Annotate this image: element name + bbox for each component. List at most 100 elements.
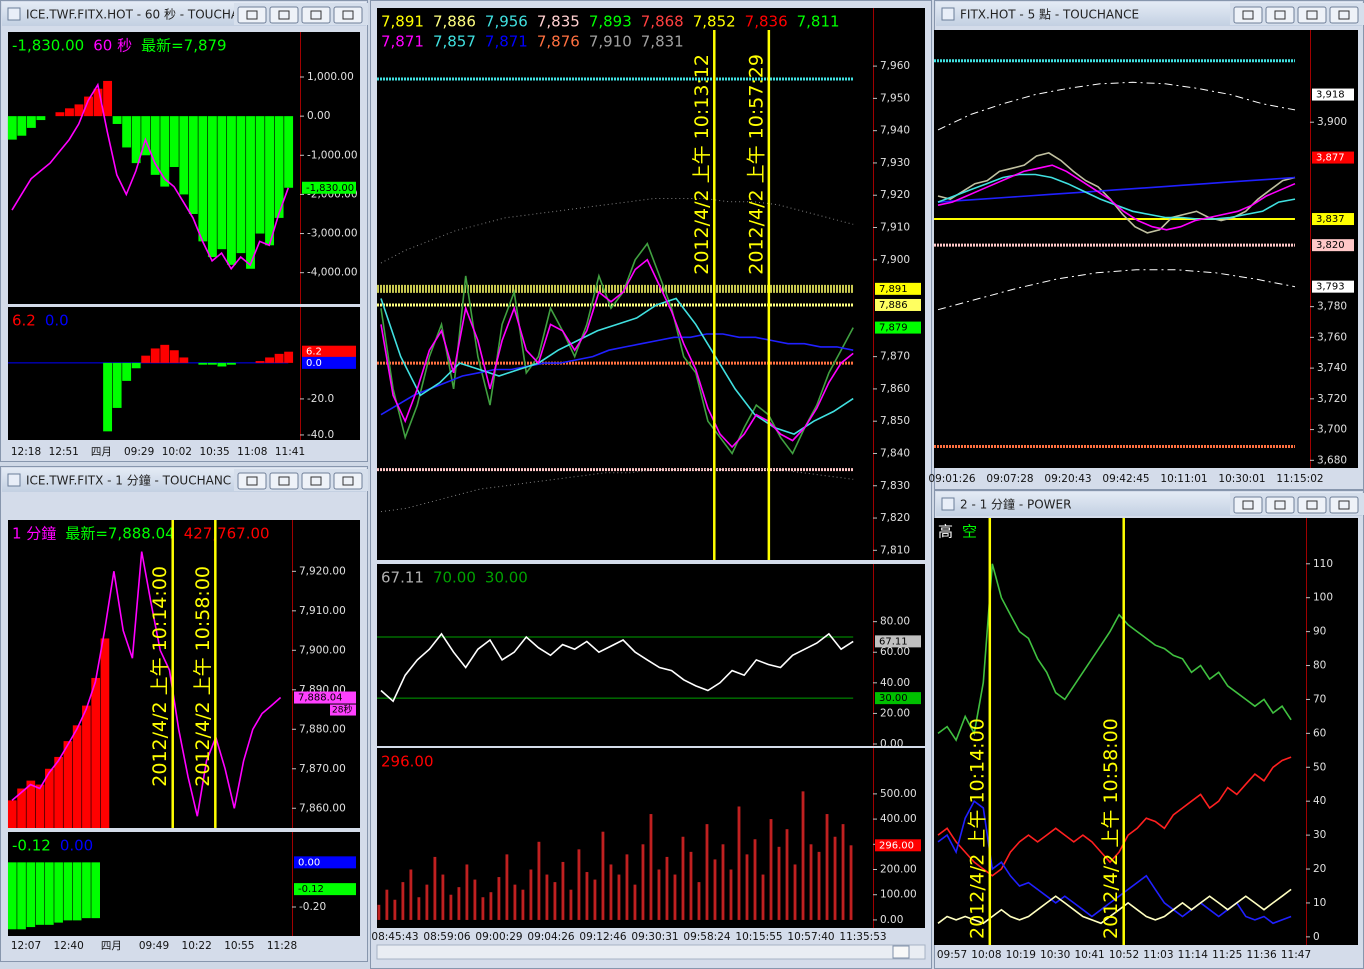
series-line: [937, 563, 1292, 742]
bar: [385, 889, 389, 920]
close-glyph: [342, 476, 354, 486]
series-line: [937, 164, 1296, 231]
maximize-button[interactable]: [301, 6, 331, 24]
price-tag: [1312, 88, 1354, 101]
bar: [641, 844, 645, 920]
legend-value: 6.2: [12, 312, 36, 330]
close-button[interactable]: [1329, 496, 1359, 514]
legend-value: 30.00: [485, 569, 528, 587]
series-line: [380, 333, 854, 416]
x-tick-label: 09:12:46: [579, 931, 626, 943]
x-tick-label: 11:14: [1178, 949, 1209, 961]
bar: [433, 856, 437, 920]
legend-value: 最新=7,888.04: [65, 525, 174, 543]
restore-button[interactable]: [237, 472, 267, 490]
series-line: [937, 81, 1296, 131]
price-tag: [294, 883, 356, 896]
price-tag-label: 3,793: [1316, 282, 1345, 293]
bar: [227, 362, 236, 365]
y-tick-label: 7,820: [880, 512, 910, 524]
bar: [729, 869, 733, 920]
x-tick-label: 09:42:45: [1102, 473, 1149, 485]
y-tick-label: -0.20: [299, 901, 326, 913]
x-tick-label: 09:00:29: [475, 931, 522, 943]
minimize-button[interactable]: [1265, 6, 1295, 24]
price-tag: [302, 345, 356, 358]
bar: [141, 355, 151, 363]
price-tag: [1312, 280, 1354, 293]
maximize-button[interactable]: [301, 472, 331, 490]
close-button[interactable]: [333, 472, 363, 490]
y-tick-label: 7,910: [880, 222, 910, 234]
price-tag-label: 7,891: [879, 284, 908, 295]
bar: [769, 819, 773, 920]
bar: [649, 814, 653, 920]
chart-panel: -20.0-40.06.20.06.2 0.0: [8, 307, 360, 441]
bar: [793, 864, 797, 920]
area-bar: [63, 741, 73, 828]
window-icon: [7, 7, 21, 21]
maximize-button[interactable]: [1297, 496, 1327, 514]
y-tick-label: 20: [1313, 863, 1326, 875]
price-tag-label: 7,879: [879, 323, 908, 334]
close-button[interactable]: [333, 6, 363, 24]
y-tick-label: 3,700: [1317, 424, 1347, 436]
area-bar: [100, 638, 110, 828]
close-button[interactable]: [1329, 6, 1359, 24]
bar: [122, 116, 132, 148]
x-tick-label: 09:01:26: [928, 473, 975, 485]
bar: [545, 874, 549, 920]
y-tick-label: 7,860.00: [299, 802, 346, 814]
x-tick-label: 10:52: [1109, 949, 1139, 961]
bar: [513, 884, 517, 920]
price-tag: [294, 691, 356, 704]
badge: [330, 704, 356, 716]
bar: [141, 116, 151, 156]
legend-value: 427,767.00: [184, 525, 270, 543]
legend-value: 空: [962, 523, 977, 541]
bar: [198, 362, 208, 365]
y-tick-label: 50: [1313, 761, 1326, 773]
x-tick-label: 09:49: [139, 940, 169, 952]
bar: [609, 864, 613, 920]
x-tick-label: 12:07: [11, 940, 41, 952]
bar: [72, 862, 82, 921]
bar: [26, 116, 36, 128]
annotation-text: 2012/4/2 上午 10:14:00: [966, 718, 988, 939]
x-tick-label: 10:15:55: [735, 931, 782, 943]
bar: [198, 116, 208, 242]
scrollbar-thumb[interactable]: [892, 945, 910, 959]
annotation-text: 2012/4/2 上午 10:13:12: [691, 54, 713, 275]
window: 2 - 1 分鐘 - POWER110100908070605040302010…: [934, 490, 1364, 969]
restore-button[interactable]: [1233, 496, 1263, 514]
chart-panel: 3,900 3,780 3,760 3,740 3,720 3,700 3,680 3,918…: [934, 30, 1358, 468]
annotation-text: 2012/4/2 上午 10:57:29: [745, 54, 767, 275]
y-tick-label: 7,950: [880, 92, 910, 104]
bar: [785, 829, 789, 920]
x-tick-label: 09:58:24: [683, 931, 730, 943]
y-tick-label: 7,870: [880, 351, 910, 363]
bar: [274, 353, 284, 363]
restore-button[interactable]: [1233, 6, 1263, 24]
y-tick-label: 7,830: [880, 480, 910, 492]
price-tag-label: 0.00: [298, 857, 320, 868]
minimize-button[interactable]: [269, 472, 299, 490]
minimize-button[interactable]: [269, 6, 299, 24]
window: ICE.TWF.FITX.HOT - 60 秒 - TOUCHA 1,000.00…: [0, 0, 368, 462]
series-line: [380, 241, 854, 456]
series-line: [937, 888, 1292, 925]
bar: [131, 362, 141, 369]
restore-button[interactable]: [237, 6, 267, 24]
maximize-button[interactable]: [1297, 6, 1327, 24]
minimize-button[interactable]: [1265, 496, 1295, 514]
legend-value: 7,836: [745, 13, 788, 31]
y-tick-label: 7,930: [880, 157, 910, 169]
price-tag: [1312, 213, 1354, 226]
price-tag-label: 3,820: [1316, 240, 1345, 251]
bar: [721, 844, 725, 920]
y-tick-label: 40.00: [880, 677, 910, 689]
plot-area: [377, 8, 925, 560]
x-tick-label: 11:35:53: [839, 931, 886, 943]
y-tick-label: 7,810: [880, 544, 910, 556]
